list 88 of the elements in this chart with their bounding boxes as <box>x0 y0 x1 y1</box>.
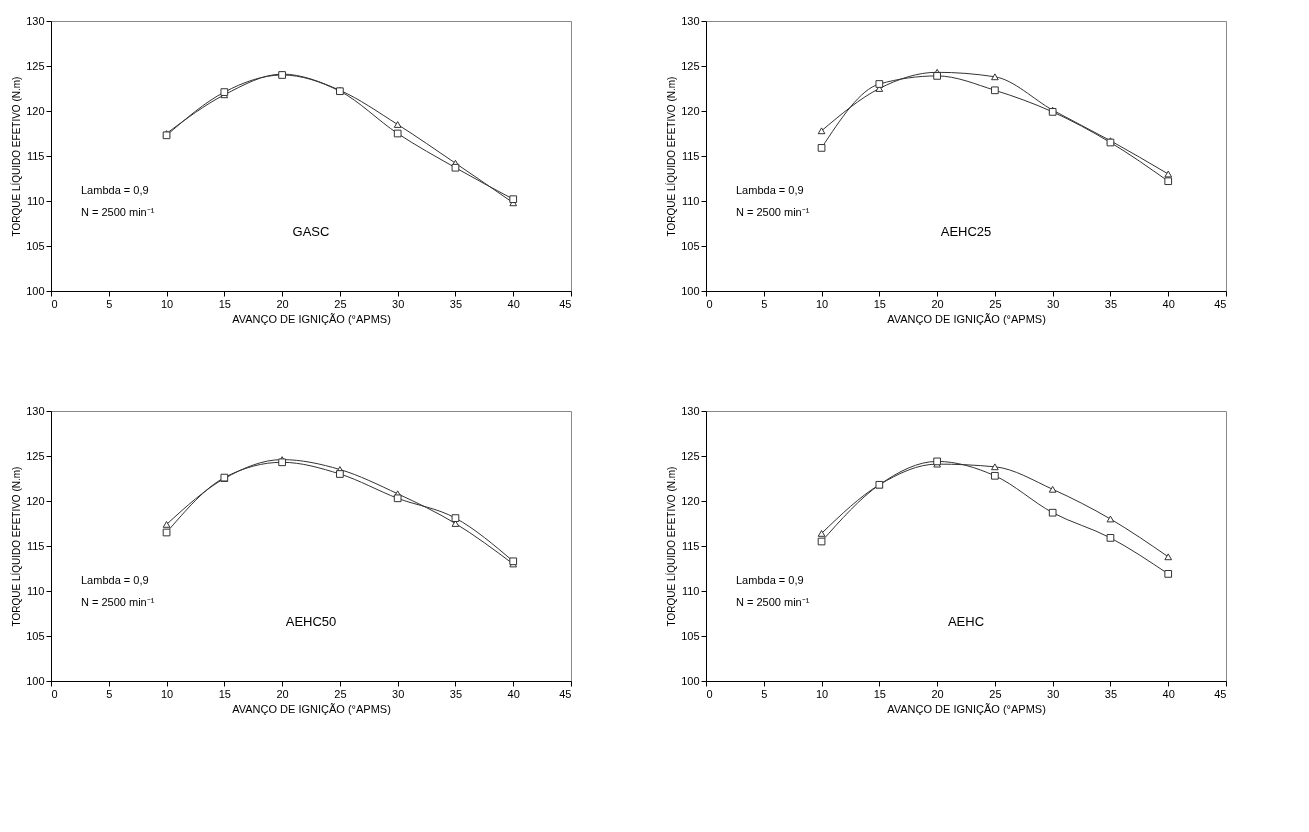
x-tick-label: 35 <box>449 687 463 700</box>
x-tick-label: 45 <box>559 297 572 310</box>
y-tick-label: 120 <box>681 494 700 507</box>
y-tick-label: 105 <box>681 239 700 252</box>
y-tick-label: 110 <box>26 584 45 597</box>
y-tick-label: 105 <box>26 629 45 642</box>
y-tick-label: 130 <box>681 404 700 417</box>
x-tick-label: 45 <box>1214 687 1227 700</box>
x-axis-title: AVANÇO DE IGNIÇÃO (°APMS) <box>887 312 1046 325</box>
x-tick-label: 20 <box>931 297 944 310</box>
x-tick-label: 5 <box>106 687 113 700</box>
y-tick-label: 100 <box>26 674 45 687</box>
x-tick-label: 0 <box>51 687 58 700</box>
y-tick-label: 105 <box>26 239 45 252</box>
x-tick-label: 10 <box>815 297 829 310</box>
annotation: N = 2500 min⁻¹ <box>81 595 155 608</box>
y-tick-label: 115 <box>26 539 45 552</box>
annotation: Lambda = 0,9 <box>81 574 149 587</box>
y-tick-label: 115 <box>681 539 700 552</box>
annotation: Lambda = 0,9 <box>736 184 804 197</box>
annotation: N = 2500 min⁻¹ <box>81 205 155 218</box>
y-axis-title: TORQUE LÍQUIDO EFETIVO (N.m) <box>10 466 23 627</box>
x-tick-label: 30 <box>392 687 405 700</box>
x-tick-label: 40 <box>1162 687 1175 700</box>
y-tick-label: 130 <box>681 14 700 27</box>
y-tick-label: 115 <box>681 149 700 162</box>
x-tick-label: 35 <box>1104 687 1118 700</box>
x-tick-label: 30 <box>1047 687 1060 700</box>
annotation: N = 2500 min⁻¹ <box>736 205 810 218</box>
x-axis-title: AVANÇO DE IGNIÇÃO (°APMS) <box>232 702 391 715</box>
x-tick-label: 15 <box>218 687 231 700</box>
y-tick-label: 125 <box>26 449 45 462</box>
annotation: Lambda = 0,9 <box>81 184 149 197</box>
y-tick-label: 100 <box>26 284 45 297</box>
annotation: GASC <box>292 223 330 239</box>
y-tick-label: 105 <box>681 629 700 642</box>
annotation: N = 2500 min⁻¹ <box>736 595 810 608</box>
x-tick-label: 5 <box>761 297 768 310</box>
y-tick-label: 125 <box>26 59 45 72</box>
x-tick-label: 40 <box>507 297 520 310</box>
y-tick-label: 100 <box>681 674 700 687</box>
x-tick-label: 15 <box>218 297 231 310</box>
x-tick-label: 15 <box>873 687 886 700</box>
x-tick-label: 40 <box>507 687 520 700</box>
annotation: AEHC50 <box>285 613 337 629</box>
y-tick-label: 130 <box>26 14 45 27</box>
annotation: AEHC <box>947 613 985 629</box>
x-tick-label: 30 <box>392 297 405 310</box>
x-tick-label: 35 <box>449 297 463 310</box>
y-tick-label: 100 <box>681 284 700 297</box>
x-tick-label: 25 <box>989 687 1002 700</box>
y-tick-label: 120 <box>26 494 45 507</box>
annotation: Lambda = 0,9 <box>736 574 804 587</box>
y-tick-label: 110 <box>681 584 700 597</box>
x-tick-label: 0 <box>706 687 713 700</box>
x-tick-label: 15 <box>873 297 886 310</box>
x-tick-label: 0 <box>51 297 58 310</box>
y-axis-title: TORQUE LÍQUIDO EFETIVO (N.m) <box>665 76 678 237</box>
y-tick-label: 115 <box>26 149 45 162</box>
annotation: AEHC25 <box>940 223 992 239</box>
x-tick-label: 25 <box>334 687 347 700</box>
x-tick-label: 25 <box>989 297 1002 310</box>
x-tick-label: 10 <box>160 687 174 700</box>
x-tick-label: 35 <box>1104 297 1118 310</box>
x-tick-label: 10 <box>160 297 174 310</box>
y-tick-label: 110 <box>681 194 700 207</box>
y-axis-title: TORQUE LÍQUIDO EFETIVO (N.m) <box>665 466 678 627</box>
y-tick-label: 120 <box>681 104 700 117</box>
x-tick-label: 0 <box>706 297 713 310</box>
x-tick-label: 20 <box>931 687 944 700</box>
y-tick-label: 120 <box>26 104 45 117</box>
x-tick-label: 30 <box>1047 297 1060 310</box>
y-tick-label: 110 <box>26 194 45 207</box>
x-tick-label: 45 <box>559 687 572 700</box>
y-tick-label: 125 <box>681 59 700 72</box>
x-tick-label: 5 <box>106 297 113 310</box>
x-tick-label: 20 <box>276 297 289 310</box>
y-tick-label: 125 <box>681 449 700 462</box>
x-tick-label: 40 <box>1162 297 1175 310</box>
x-axis-title: AVANÇO DE IGNIÇÃO (°APMS) <box>232 312 391 325</box>
x-tick-label: 5 <box>761 687 768 700</box>
x-tick-label: 10 <box>815 687 829 700</box>
x-axis-title: AVANÇO DE IGNIÇÃO (°APMS) <box>887 702 1046 715</box>
x-tick-label: 25 <box>334 297 347 310</box>
x-tick-label: 45 <box>1214 297 1227 310</box>
x-tick-label: 20 <box>276 687 289 700</box>
y-tick-label: 130 <box>26 404 45 417</box>
y-axis-title: TORQUE LÍQUIDO EFETIVO (N.m) <box>10 76 23 237</box>
